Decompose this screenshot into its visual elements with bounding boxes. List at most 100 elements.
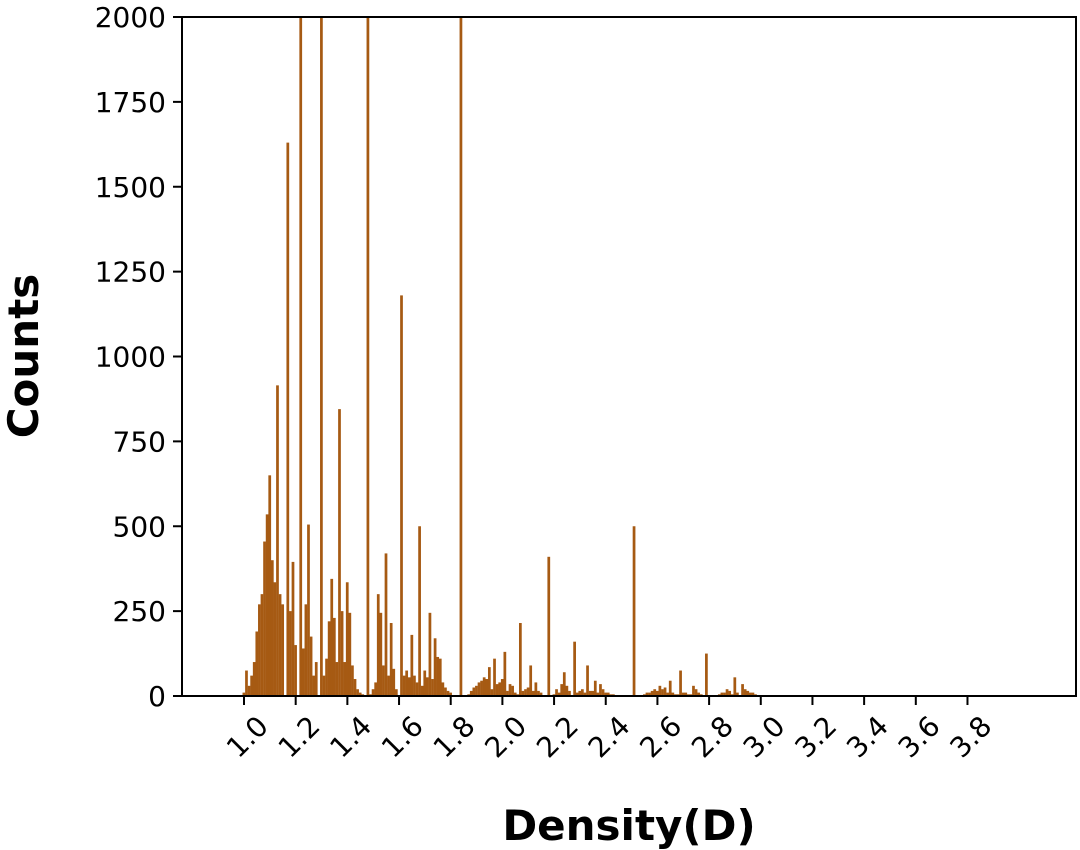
histogram-bar xyxy=(485,679,489,696)
histogram-bar xyxy=(265,514,269,696)
histogram-bar xyxy=(601,689,605,696)
histogram-bar xyxy=(720,692,724,696)
histogram-bar xyxy=(733,677,737,696)
histogram-bar xyxy=(728,690,732,696)
histogram-bar xyxy=(276,385,279,696)
histogram-bars xyxy=(242,17,757,697)
histogram-bar xyxy=(679,670,682,696)
y-tick-label: 2000 xyxy=(95,1,166,34)
histogram-bar xyxy=(247,685,251,696)
histogram-bar xyxy=(511,685,514,696)
histogram-bar xyxy=(309,636,313,696)
histogram-bar xyxy=(392,668,396,696)
histogram-bar xyxy=(449,692,452,696)
histogram-bar xyxy=(446,690,450,696)
y-tick-label: 750 xyxy=(113,425,166,458)
histogram-bar xyxy=(681,692,685,696)
histogram-bar xyxy=(531,690,535,696)
histogram-bar xyxy=(508,684,512,696)
histogram-bar xyxy=(668,680,672,696)
histogram-bar xyxy=(521,690,525,696)
histogram-bar xyxy=(503,651,507,696)
histogram-bar xyxy=(475,685,478,696)
histogram-bar xyxy=(358,692,362,696)
histogram-bar xyxy=(301,648,305,696)
histogram-bar xyxy=(330,578,334,696)
histogram-bar xyxy=(325,658,328,696)
histogram-bar xyxy=(299,17,303,696)
histogram-bar xyxy=(650,690,654,696)
histogram-bar xyxy=(495,684,499,696)
histogram-bar xyxy=(513,692,517,696)
histogram-bar xyxy=(645,692,649,696)
histogram-bar xyxy=(736,692,739,696)
histogram-bar xyxy=(534,682,538,696)
histogram-bar xyxy=(402,675,406,696)
histogram-bar xyxy=(526,687,530,696)
histogram-bar xyxy=(389,623,393,696)
y-axis-title: Counts xyxy=(0,274,48,439)
histogram-bar xyxy=(320,17,323,696)
histogram-bar xyxy=(441,682,445,696)
histogram-bar xyxy=(304,604,308,696)
histogram-bar xyxy=(431,679,434,696)
histogram-bar xyxy=(291,561,295,696)
histogram-bar xyxy=(524,689,527,696)
histogram-bar xyxy=(410,634,414,696)
histogram-bar xyxy=(632,526,636,696)
histogram-bar xyxy=(606,692,610,696)
histogram-bar xyxy=(245,670,248,696)
histogram-bar xyxy=(384,553,388,696)
histogram-bar xyxy=(270,560,274,696)
histogram-bar xyxy=(578,690,582,696)
histogram-bar xyxy=(575,692,579,696)
histogram-bar xyxy=(425,677,429,696)
histogram-bar xyxy=(258,604,261,696)
histogram-bar xyxy=(428,612,432,696)
histogram-bar xyxy=(268,475,272,696)
histogram-bar xyxy=(322,675,326,696)
histogram-bar xyxy=(394,689,398,696)
histogram-bar xyxy=(493,658,496,696)
histogram-bar xyxy=(366,17,370,696)
histogram-bar xyxy=(697,692,701,696)
histogram-bar xyxy=(400,295,403,696)
histogram-bar xyxy=(583,692,587,696)
histogram-bar xyxy=(351,665,354,696)
histogram-bar xyxy=(599,684,602,696)
histogram-bar xyxy=(741,684,744,696)
histogram-bar xyxy=(314,662,318,696)
x-axis-ticks: 1.01.21.41.61.82.02.22.42.62.83.03.23.43… xyxy=(220,696,998,764)
histogram-bar xyxy=(423,670,427,696)
x-tick-label: 3.0 xyxy=(737,709,792,764)
histogram-bar xyxy=(278,594,282,696)
histogram-bar xyxy=(581,689,584,696)
histogram-bar xyxy=(482,677,486,696)
x-tick-label: 2.0 xyxy=(478,709,533,764)
histogram-bar xyxy=(694,689,698,696)
histogram-bar xyxy=(387,675,390,696)
histogram-bar xyxy=(506,690,509,696)
y-tick-label: 0 xyxy=(148,680,166,713)
histogram-bar xyxy=(281,604,285,696)
histogram-bar xyxy=(568,690,571,696)
histogram-bar xyxy=(343,662,347,696)
histogram-bar xyxy=(418,526,421,696)
y-tick-label: 500 xyxy=(113,510,166,543)
histogram-bar xyxy=(555,689,558,696)
histogram-bar xyxy=(420,685,424,696)
histogram-bar xyxy=(705,653,708,696)
histogram-bar xyxy=(653,689,657,696)
histogram-bar xyxy=(294,645,297,696)
histogram-bar xyxy=(376,594,380,696)
histogram-bar xyxy=(490,689,494,696)
x-tick-label: 1.0 xyxy=(220,709,275,764)
histogram-bar xyxy=(671,692,675,696)
histogram-bar xyxy=(725,689,729,696)
x-tick-label: 1.4 xyxy=(323,709,378,764)
histogram-bar xyxy=(666,692,670,696)
histogram-bar xyxy=(547,556,551,696)
histogram-bar xyxy=(557,692,561,696)
histogram-bar xyxy=(379,612,383,696)
